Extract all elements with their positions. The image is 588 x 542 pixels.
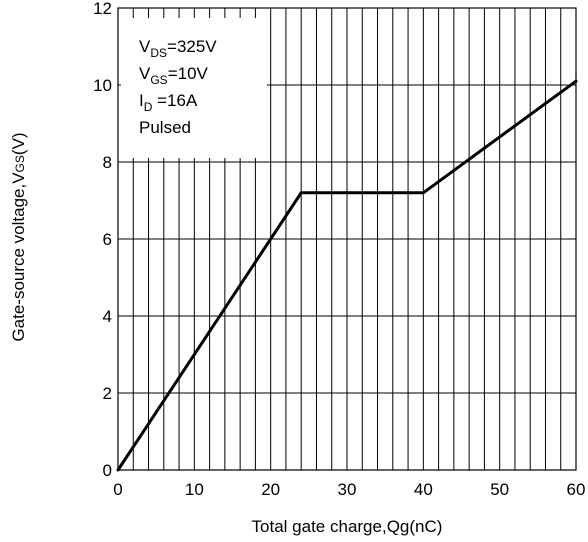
annotation-block: VDS=325V VGS=10V ID =16A Pulsed	[139, 37, 217, 137]
y-tick-label: 0	[103, 461, 112, 480]
y-tick-label: 4	[103, 307, 112, 326]
series-points	[116, 79, 578, 472]
annotation-line: Pulsed	[139, 118, 191, 137]
series-point	[116, 468, 120, 472]
x-tick-label: 50	[490, 480, 509, 499]
series-point	[574, 79, 578, 83]
y-tick-label: 12	[93, 0, 112, 18]
x-tick-label: 30	[338, 480, 357, 499]
y-tick-label: 10	[93, 76, 112, 95]
annotation-line: VGS=10V	[139, 64, 209, 87]
annotation-box	[121, 18, 267, 158]
y-tick-label: 8	[103, 153, 112, 172]
x-tick-label: 10	[185, 480, 204, 499]
y-axis-title: Gate-source voltage,VGS(V)	[9, 132, 28, 341]
x-tick-label: 60	[567, 480, 586, 499]
plot-frame	[117, 7, 577, 471]
y-tick-label: 2	[103, 384, 112, 403]
x-tick-label: 20	[261, 480, 280, 499]
x-tick-label: 40	[414, 480, 433, 499]
annotation-line: VDS=325V	[139, 37, 217, 60]
series-point	[421, 191, 425, 195]
x-axis-title: Total gate charge,Qg(nC)	[252, 517, 443, 536]
x-tick-label: 0	[113, 480, 122, 499]
annotation-line: ID =16A	[139, 91, 198, 114]
tick-labels: 0 10 20 30 40 50 60 0 2 4 6 8 10 12	[93, 0, 585, 499]
series-point	[299, 191, 303, 195]
y-tick-label: 6	[103, 230, 112, 249]
series-line-vgs	[116, 79, 577, 471]
